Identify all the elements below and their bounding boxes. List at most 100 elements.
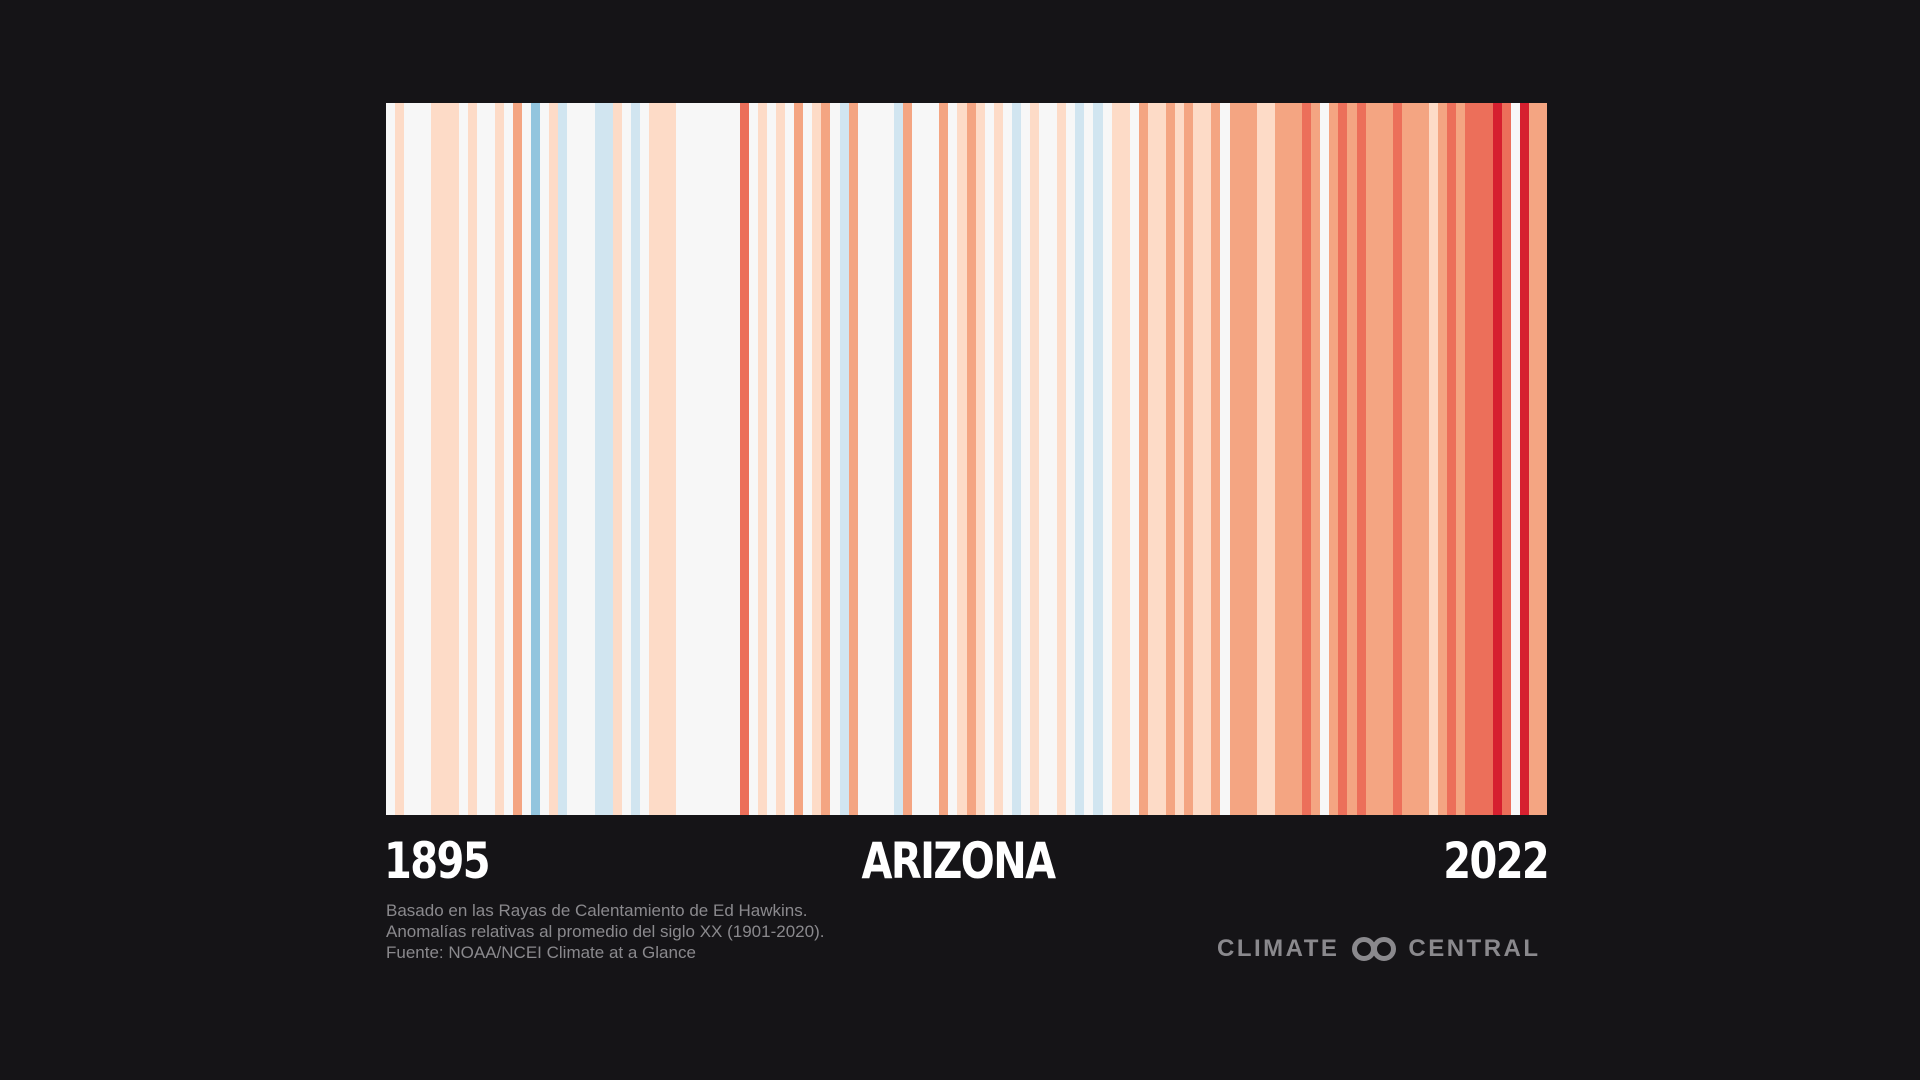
stripe-1895	[386, 103, 396, 815]
stripe-1997	[1311, 103, 1321, 815]
stripe-1917	[586, 103, 596, 815]
stripe-1952	[903, 103, 913, 815]
stripe-1999	[1329, 103, 1339, 815]
stripe-1931	[713, 103, 723, 815]
stripe-1941	[803, 103, 813, 815]
stripe-2003	[1366, 103, 1376, 815]
stripe-1973	[1093, 103, 1104, 815]
stripe-1998	[1320, 103, 1330, 815]
stripe-1944	[830, 103, 841, 815]
stripe-1964	[1012, 103, 1022, 815]
stripe-2004	[1375, 103, 1385, 815]
stripe-1905	[477, 103, 487, 815]
stripe-1959	[967, 103, 977, 815]
stripe-1900	[431, 103, 441, 815]
stripe-1911	[531, 103, 541, 815]
climate-central-logo: CLIMATE CENTRAL	[1217, 934, 1541, 964]
stripe-1920	[613, 103, 623, 815]
stripe-1972	[1084, 103, 1094, 815]
stripe-1994	[1284, 103, 1294, 815]
stripe-1924	[649, 103, 659, 815]
stripe-1986	[1211, 103, 1221, 815]
stripe-1995	[1293, 103, 1303, 815]
stripe-1907	[495, 103, 505, 815]
stripe-1976	[1121, 103, 1131, 815]
stripe-1919	[604, 103, 614, 815]
stripe-1991	[1257, 103, 1267, 815]
end-year-label: 2022	[1443, 832, 1550, 890]
stripe-2008	[1411, 103, 1421, 815]
brand-name-left: CLIMATE	[1217, 935, 1340, 962]
stripe-2009	[1420, 103, 1430, 815]
stripe-1933	[731, 103, 741, 815]
stripe-1987	[1220, 103, 1231, 815]
stripe-1965	[1021, 103, 1031, 815]
brand-name-right: CENTRAL	[1408, 935, 1541, 962]
stripe-1935	[749, 103, 759, 815]
footnote-source: Fuente: NOAA/NCEI Climate at a Glance	[386, 943, 696, 962]
stripe-1903	[459, 103, 469, 815]
stripe-1908	[504, 103, 514, 815]
stripe-2018	[1502, 103, 1512, 815]
stripe-1954	[921, 103, 931, 815]
stripe-1988	[1230, 103, 1240, 815]
linked-circles-icon	[1352, 937, 1397, 961]
stripe-1916	[576, 103, 587, 815]
stripe-1975	[1112, 103, 1122, 815]
stripe-1978	[1139, 103, 1149, 815]
stripe-1958	[957, 103, 968, 815]
stripe-2001	[1347, 103, 1358, 815]
stripe-1910	[522, 103, 532, 815]
stripe-1945	[840, 103, 850, 815]
stripe-1968	[1048, 103, 1058, 815]
stripe-1984	[1193, 103, 1203, 815]
stripe-2013	[1456, 103, 1466, 815]
stripe-1947	[858, 103, 868, 815]
stripe-1938	[776, 103, 786, 815]
stripe-2015	[1474, 103, 1485, 815]
stripe-1936	[758, 103, 768, 815]
stripe-1912	[540, 103, 550, 815]
stripe-1932	[722, 103, 732, 815]
stripe-1902	[449, 103, 460, 815]
stripe-1930	[703, 103, 714, 815]
stripe-1940	[794, 103, 804, 815]
stripe-1989	[1239, 103, 1249, 815]
stripe-1914	[558, 103, 568, 815]
stripe-1966	[1030, 103, 1040, 815]
stripe-1970	[1066, 103, 1076, 815]
stripe-2006	[1393, 103, 1403, 815]
stripe-1962	[994, 103, 1004, 815]
stripe-1915	[567, 103, 577, 815]
stripe-2022	[1538, 103, 1547, 815]
stripe-1974	[1103, 103, 1113, 815]
stripe-1926	[667, 103, 677, 815]
stripe-1980	[1157, 103, 1167, 815]
stripe-1993	[1275, 103, 1285, 815]
stripe-2020	[1520, 103, 1530, 815]
stripe-1983	[1184, 103, 1194, 815]
stripe-1934	[740, 103, 750, 815]
stripe-1942	[812, 103, 822, 815]
stripe-1948	[867, 103, 877, 815]
stripe-1979	[1148, 103, 1158, 815]
stripe-1918	[595, 103, 605, 815]
stripe-1929	[694, 103, 704, 815]
stripe-1937	[767, 103, 777, 815]
stripe-1909	[513, 103, 523, 815]
stripe-1961	[985, 103, 995, 815]
footnote-baseline: Anomalías relativas al promedio del sigl…	[386, 922, 825, 941]
stripe-1904	[468, 103, 478, 815]
stripe-1996	[1302, 103, 1312, 815]
stripe-1897	[404, 103, 414, 815]
stripe-2016	[1484, 103, 1494, 815]
stripe-1922	[631, 103, 641, 815]
stripe-2019	[1511, 103, 1521, 815]
stripe-1899	[422, 103, 432, 815]
stripe-1967	[1039, 103, 1049, 815]
stripe-1990	[1248, 103, 1258, 815]
stripe-1928	[685, 103, 695, 815]
stripe-1985	[1202, 103, 1212, 815]
stripe-1960	[976, 103, 986, 815]
stripe-1939	[785, 103, 795, 815]
